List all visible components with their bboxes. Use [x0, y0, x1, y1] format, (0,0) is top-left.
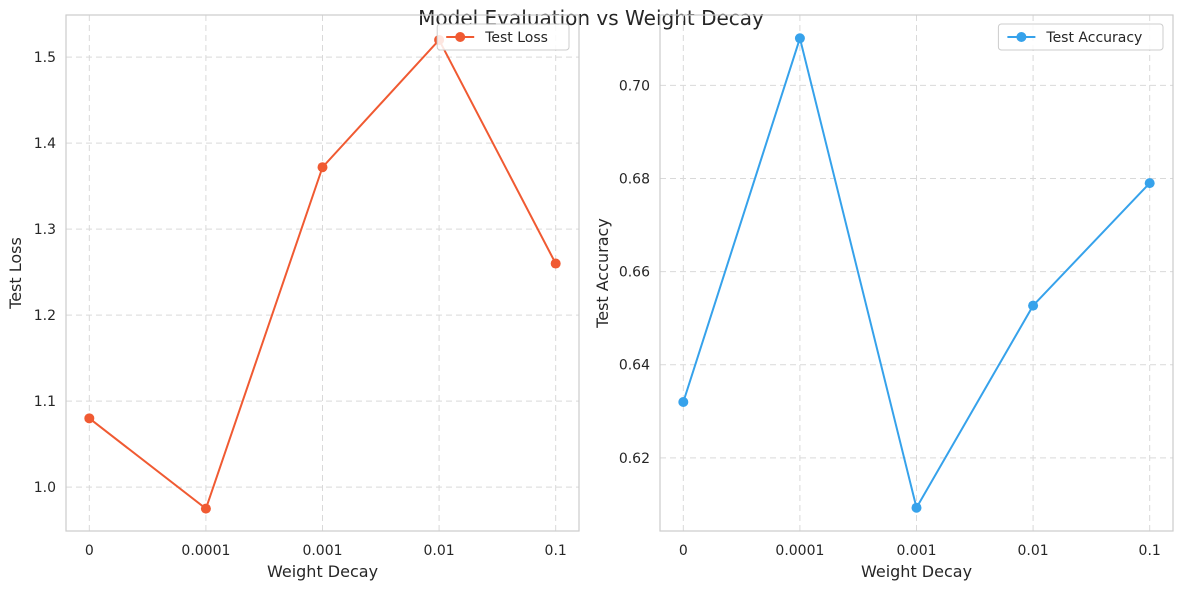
x-tick-label: 0	[85, 543, 94, 559]
data-point	[911, 502, 922, 513]
x-tick-label: 0.1	[545, 543, 567, 559]
legend-box	[997, 23, 1164, 51]
x-tick-label: 0.001	[896, 543, 936, 559]
data-point	[1028, 300, 1039, 311]
y-tick-label: 0.66	[619, 265, 650, 281]
y-tick-label: 0.68	[619, 171, 650, 187]
legend-box	[436, 23, 570, 51]
x-tick-label: 0.01	[424, 543, 455, 559]
y-tick-label: 0.64	[619, 358, 650, 374]
legend-marker	[455, 32, 466, 42]
data-point	[1144, 178, 1155, 189]
x-tick-label: 0	[679, 543, 688, 559]
data-point	[317, 162, 328, 173]
y-axis-label: Test Loss	[6, 237, 25, 310]
y-tick-label: 1.4	[34, 136, 56, 152]
y-tick-label: 0.70	[619, 78, 650, 94]
x-axis-label: Weight Decay	[267, 562, 378, 581]
data-point	[200, 503, 211, 514]
x-tick-label: 0.01	[1018, 543, 1049, 559]
y-tick-label: 1.5	[34, 50, 56, 66]
y-tick-label: 0.62	[619, 451, 650, 467]
data-point	[678, 397, 689, 407]
legend-label: Test Accuracy	[1045, 30, 1142, 46]
data-point	[550, 258, 561, 269]
test-accuracy-panel: 0 0.0001 0.001 0.01 0.1 0.62 0.64 0.66 0.68 0.70 T…	[593, 14, 1174, 581]
x-tick-label: 0.1	[1139, 543, 1161, 559]
plot-frame	[659, 14, 1174, 532]
x-tick-label: 0.001	[302, 543, 342, 559]
y-tick-label: 1.2	[34, 308, 56, 324]
plot-frame	[65, 14, 580, 532]
legend-marker	[1016, 32, 1027, 42]
x-tick-label: 0.0001	[775, 543, 824, 559]
legend-label: Test Loss	[484, 30, 548, 46]
y-tick-label: 1.1	[34, 394, 56, 410]
y-axis-label: Test Accuracy	[593, 218, 612, 329]
y-tick-label: 1.0	[34, 480, 56, 496]
data-point	[794, 33, 805, 44]
x-axis-label: Weight Decay	[861, 562, 972, 581]
x-tick-label: 0.0001	[181, 543, 230, 559]
y-tick-label: 1.3	[34, 222, 56, 238]
test-loss-panel: 0 0.0001 0.001 0.01 0.1 1.0 1.1 1.2 1.3 1.4 1.5 Tes…	[6, 14, 580, 581]
data-point	[84, 413, 95, 424]
